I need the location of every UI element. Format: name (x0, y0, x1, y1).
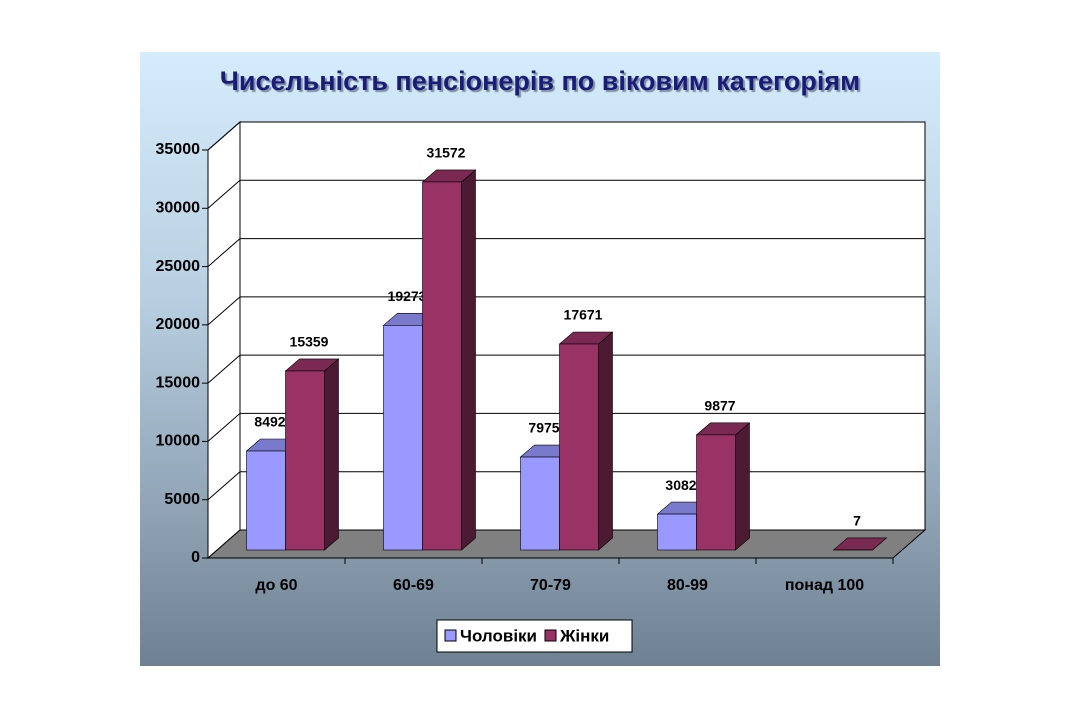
grid-line (207, 354, 925, 384)
bar (383, 325, 423, 551)
bar (422, 181, 462, 551)
legend-label: Жінки (559, 626, 609, 645)
value-label: 19273 (388, 288, 427, 304)
bar (696, 434, 736, 551)
y-tick-label: 10000 (156, 433, 201, 450)
value-label: 15359 (290, 334, 329, 350)
x-tick-label: до 60 (255, 577, 297, 594)
x-tick-label: 70-79 (530, 577, 571, 594)
y-tick-label: 15000 (156, 374, 201, 391)
value-label: 7 (853, 513, 861, 529)
grid-line (207, 412, 925, 442)
x-tick-label: 60-69 (393, 577, 434, 594)
y-tick-label: 5000 (164, 491, 200, 508)
grid-line (207, 238, 925, 267)
value-label: 17671 (564, 307, 603, 323)
value-label: 7975 (528, 420, 559, 436)
bar (657, 513, 697, 551)
bar-side (735, 422, 750, 551)
bar-side (461, 169, 476, 551)
grid-line (207, 296, 925, 326)
bar (246, 450, 286, 551)
value-label: 3082 (665, 477, 696, 493)
bar (285, 370, 325, 551)
bar (559, 343, 599, 551)
y-tick-label: 25000 (156, 258, 201, 275)
value-label: 8492 (254, 414, 285, 430)
legend-swatch (544, 629, 557, 642)
legend-box (436, 619, 633, 653)
side-wall (207, 120, 241, 560)
legend-label: Чоловіки (460, 626, 537, 645)
grid-line (207, 121, 925, 151)
y-tick-label: 30000 (156, 200, 201, 217)
y-tick-label: 0 (191, 549, 200, 566)
grid-line (207, 179, 925, 209)
bar-side (324, 358, 339, 551)
value-label: 31572 (427, 145, 466, 161)
value-label: 9877 (704, 398, 735, 414)
x-tick-label: понад 100 (785, 577, 864, 594)
chart-title: Чисельність пенсіонерів по віковим катег… (219, 66, 861, 96)
y-tick-label: 35000 (156, 141, 201, 158)
legend-swatch (444, 629, 457, 642)
y-tick-label: 20000 (156, 316, 201, 333)
bar (520, 456, 560, 551)
bar-side (598, 331, 613, 551)
x-tick-label: 80-99 (667, 577, 708, 594)
